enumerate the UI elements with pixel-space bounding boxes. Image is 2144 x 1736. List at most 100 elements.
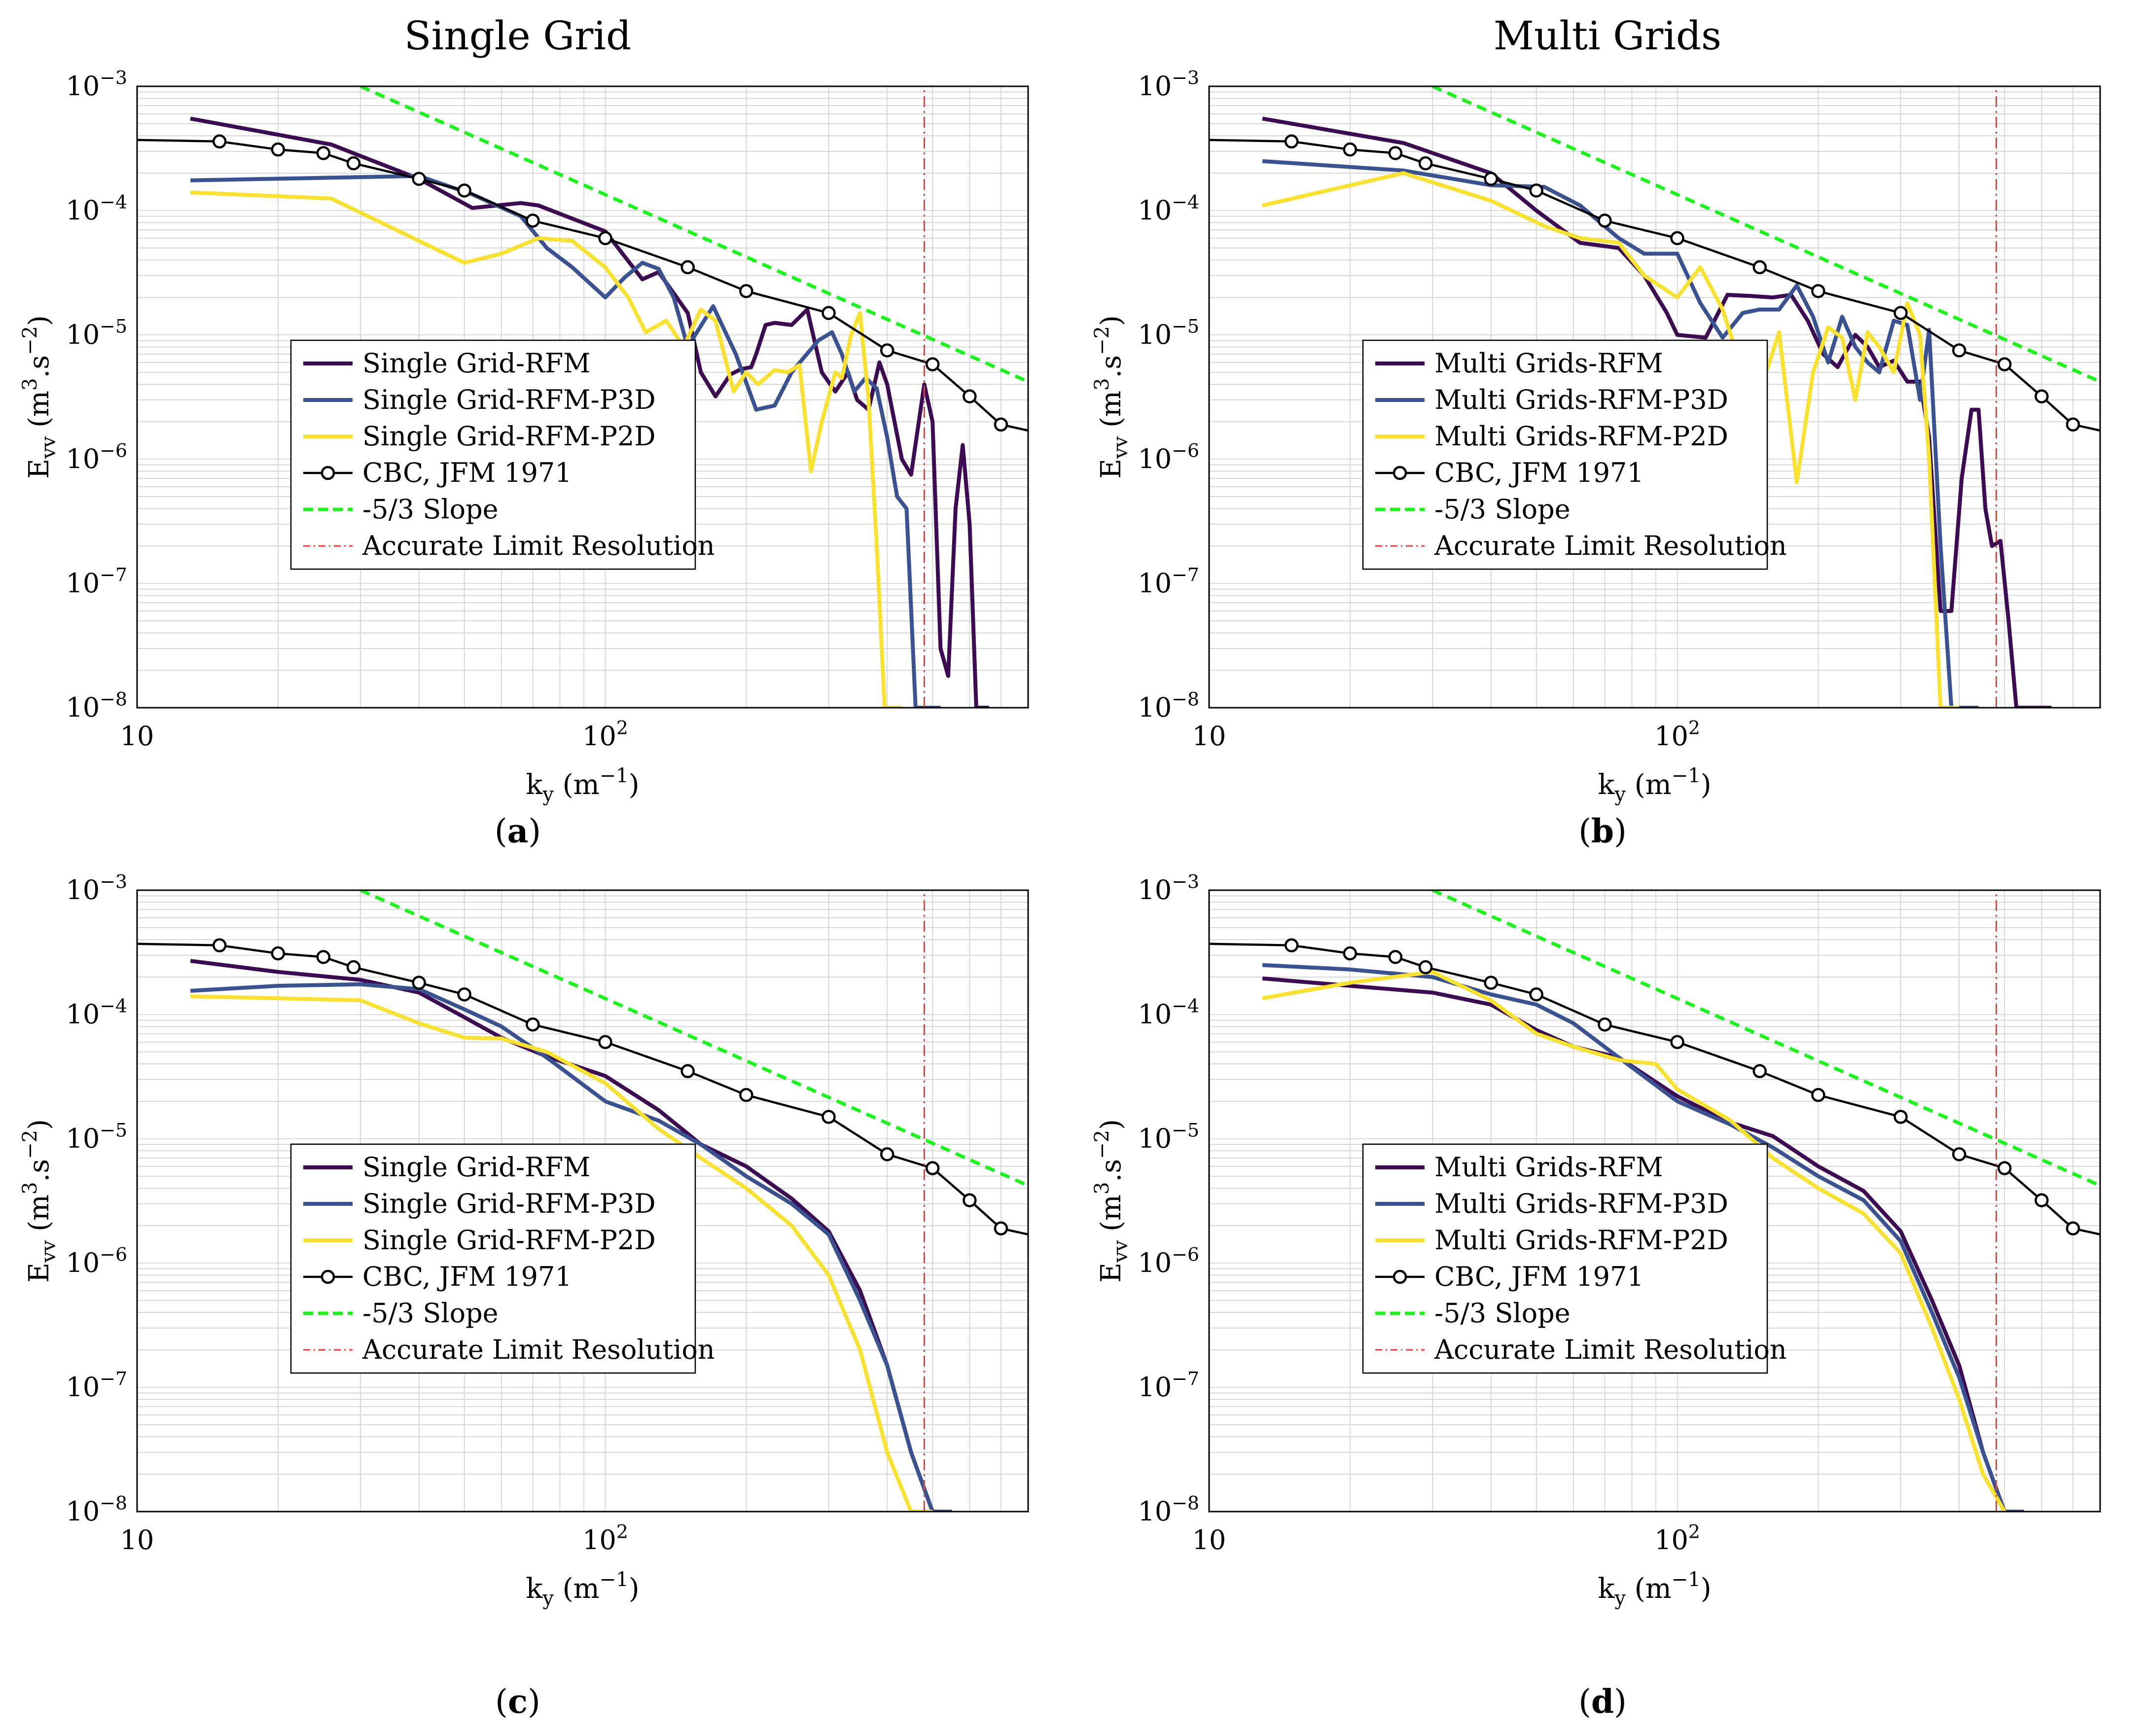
legend-label: Accurate Limit Resolution [362, 1334, 715, 1365]
plot-area [1209, 86, 2100, 708]
cbc-marker [1670, 1035, 1684, 1049]
y-axis-label: Evv (m3.s−2) [1091, 1119, 1132, 1283]
y-axis-label: Evv (m3.s−2) [19, 1119, 60, 1283]
x-tick-label: 10 [120, 1524, 154, 1555]
x-axis-label: ky (m−1) [1598, 1568, 1711, 1610]
column-title-single-grid: Single Grid [404, 13, 632, 59]
cbc-marker [739, 1088, 753, 1102]
y-tick-label: 10−7 [1138, 564, 1199, 599]
series-line-p2d [1262, 171, 1960, 708]
y-tick-label: 10−4 [66, 995, 127, 1030]
panel-label-a: (a) [494, 812, 541, 850]
y-tick-label: 10−8 [66, 1492, 127, 1527]
cbc-marker [963, 389, 977, 403]
cbc-marker [457, 183, 471, 198]
cbc-marker [1997, 1161, 2012, 1175]
legend-box [290, 1143, 696, 1374]
cbc-marker [1598, 214, 1612, 228]
legend-label: Multi Grids-RFM-P2D [1434, 1225, 1728, 1256]
legend-box [1362, 1143, 1768, 1374]
legend-label: Accurate Limit Resolution [1434, 530, 1787, 561]
cbc-marker [526, 1017, 540, 1032]
chart-panel-c: 10−3 10−4 10−5 10−6 10−7 10−810 102 ky (m−1) Evv… [19, 870, 1029, 1610]
cbc-marker [680, 260, 695, 275]
cbc-marker [346, 960, 361, 975]
series-line-p2d [190, 994, 933, 1512]
series-line-p3d [190, 174, 941, 708]
legend-label: Accurate Limit Resolution [1434, 1334, 1787, 1365]
y-tick-label: 10−5 [1138, 1119, 1199, 1154]
y-axis-label: Evv (m3.s−2) [1091, 315, 1132, 479]
series-line-rfm [1262, 976, 2024, 1512]
x-tick-label: 10 [120, 721, 154, 752]
cbc-marker [2035, 389, 2049, 403]
cbc-marker [1752, 260, 1767, 275]
cbc-marker [880, 343, 894, 358]
cbc-marker [1952, 1147, 1966, 1161]
y-tick-label: 10−4 [66, 191, 127, 226]
panel-label-d: (d) [1578, 1682, 1627, 1721]
cbc-marker [1388, 146, 1403, 160]
legend-box [1362, 339, 1768, 570]
legend-label: Single Grid-RFM-P2D [362, 1225, 656, 1256]
legend-marker [321, 466, 335, 480]
cbc-marker [1952, 343, 1966, 358]
cbc-marker [1752, 1064, 1767, 1079]
legend-label: -5/3 Slope [362, 1298, 499, 1329]
cbc-marker [1997, 357, 2012, 371]
cbc-marker [1388, 950, 1403, 964]
y-tick-label: 10−5 [66, 315, 127, 350]
plot-area [137, 86, 1028, 708]
cbc-marker [526, 214, 540, 228]
y-tick-label: 10−6 [1138, 1243, 1199, 1278]
cbc-marker [1343, 142, 1358, 157]
cbc-marker [963, 1193, 977, 1207]
cbc-marker [1598, 1017, 1612, 1032]
chart-panel-d: 10−3 10−4 10−5 10−6 10−7 10−810 102 ky (m−1) Evv… [1091, 870, 2101, 1610]
legend-label: CBC, JFM 1971 [362, 457, 572, 488]
cbc-marker [212, 134, 227, 149]
x-axis-label: ky (m−1) [526, 1568, 639, 1610]
cbc-marker [1811, 284, 1825, 298]
axes-frame [1208, 85, 2101, 709]
cbc-marker [1284, 134, 1299, 149]
cbc-marker [1418, 960, 1433, 975]
y-tick-label: 10−3 [1138, 870, 1199, 905]
cbc-marker [2066, 417, 2080, 432]
axes-frame [1208, 889, 2101, 1513]
legend-label: Multi Grids-RFM-P3D [1434, 1188, 1728, 1219]
legend: Single Grid-RFM Single Grid-RFM-P3D Single… [290, 339, 715, 570]
legend-label: Multi Grids-RFM-P2D [1434, 421, 1728, 452]
cbc-marker [271, 142, 286, 157]
plot-area [137, 890, 1028, 1512]
series-line-p3d [1262, 963, 2024, 1512]
cbc-marker [1484, 976, 1498, 990]
cbc-marker [1484, 172, 1498, 186]
y-tick-label: 10−5 [1138, 315, 1199, 350]
cbc-marker [1418, 156, 1433, 171]
y-tick-label: 10−3 [66, 870, 127, 905]
legend-marker [1393, 466, 1407, 480]
legend-label: Multi Grids-RFM [1434, 348, 1663, 379]
cbc-marker [412, 172, 426, 186]
grid-lines [1209, 890, 2101, 1512]
series-line-slope [359, 86, 1028, 384]
y-tick-label: 10−5 [66, 1119, 127, 1154]
legend-label: Single Grid-RFM-P2D [362, 421, 656, 452]
y-tick-label: 10−7 [66, 564, 127, 599]
legend: Single Grid-RFM Single Grid-RFM-P3D Single… [290, 1143, 715, 1374]
cbc-marker [271, 946, 286, 961]
cbc-marker [1529, 183, 1543, 198]
cbc-marker [457, 987, 471, 1002]
legend-label: Single Grid-RFM-P3D [362, 1188, 656, 1219]
cbc-marker [822, 1110, 836, 1124]
x-axis-label: ky (m−1) [526, 764, 639, 806]
series-line-slope [1431, 86, 2100, 384]
legend-label: Single Grid-RFM [362, 348, 590, 379]
series-line-slope [1431, 890, 2100, 1188]
x-tick-label: 102 [582, 717, 628, 752]
cbc-marker [598, 1035, 612, 1049]
cbc-marker [1811, 1088, 1825, 1102]
cbc-marker [1343, 946, 1358, 961]
legend-marker [321, 1269, 335, 1284]
